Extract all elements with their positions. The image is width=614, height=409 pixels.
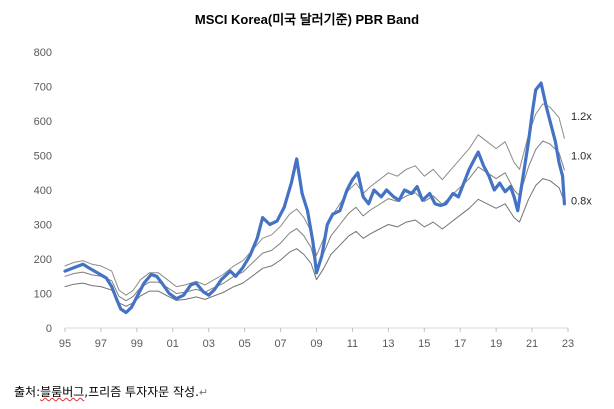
- pbr-band-chart: MSCI Korea(미국 달러기준) PBR Band 0 100 200 300 4…: [34, 12, 593, 350]
- x-tick-label: 23: [562, 338, 574, 350]
- x-tick-label: 21: [526, 338, 538, 350]
- band-line-0-8x: [64, 178, 565, 307]
- x-tick-label: 03: [203, 338, 215, 350]
- x-axis: 95 97 99 01 03 05 07 09 11 13 15 17 19 21 23: [59, 328, 574, 350]
- band-label: 1.0x: [571, 151, 592, 163]
- x-tick-label: 95: [59, 338, 71, 350]
- x-tick-label: 09: [310, 338, 322, 350]
- x-tick-label: 97: [95, 338, 107, 350]
- y-tick-label: 600: [34, 116, 52, 128]
- series-layer: [63, 81, 567, 315]
- band-labels: 1.2x 1.0x 0.8x: [571, 111, 592, 208]
- y-tick-label: 500: [34, 151, 52, 163]
- x-tick-label: 01: [167, 338, 179, 350]
- x-tick-label: 15: [418, 338, 430, 350]
- band-label: 0.8x: [571, 195, 592, 207]
- y-tick-label: 800: [34, 47, 52, 59]
- x-tick-label: 19: [490, 338, 502, 350]
- x-tick-label: 13: [382, 338, 394, 350]
- y-tick-label: 300: [34, 220, 52, 232]
- series-line-msci-korea: [63, 81, 567, 315]
- y-tick-label: 100: [34, 289, 52, 301]
- x-tick-label: 07: [274, 338, 286, 350]
- y-tick-label: 400: [34, 185, 52, 197]
- y-tick-label: 700: [34, 82, 52, 94]
- band-label: 1.2x: [571, 111, 592, 123]
- x-tick-label: 99: [131, 338, 143, 350]
- band-line-1-0x: [64, 140, 565, 302]
- source-note: 출처:블룸버그,프리즘 투자자문 작성.↵: [14, 383, 208, 400]
- chart-title: MSCI Korea(미국 달러기준) PBR Band: [195, 12, 419, 27]
- source-rest: ,프리즘 투자자문 작성.: [84, 385, 199, 399]
- x-tick-label: 05: [239, 338, 251, 350]
- x-tick-label: 17: [454, 338, 466, 350]
- x-tick-label: 11: [347, 338, 358, 350]
- paragraph-mark: ↵: [198, 386, 209, 399]
- y-tick-label: 200: [34, 254, 52, 266]
- source-prefix: 출처:: [14, 385, 41, 399]
- band-line-1-2x: [64, 103, 565, 296]
- y-axis: 0 100 200 300 400 500 600 700 800: [34, 47, 52, 335]
- y-tick-label: 0: [46, 323, 52, 335]
- source-underlined: 블룸버그: [40, 385, 85, 399]
